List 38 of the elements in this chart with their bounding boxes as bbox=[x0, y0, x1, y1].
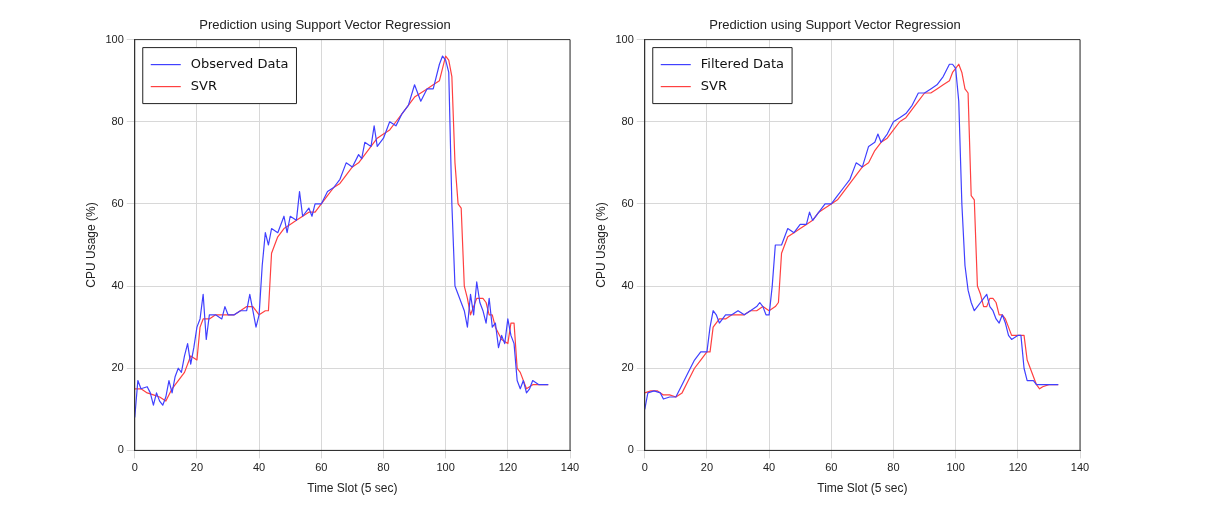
y-tick-label: 40 bbox=[621, 279, 634, 292]
chart-title: Prediction using Support Vector Regression bbox=[199, 17, 451, 33]
x-tick-label: 20 bbox=[190, 461, 204, 474]
y-tick-label: 80 bbox=[621, 114, 634, 127]
x-tick-label: 120 bbox=[498, 461, 517, 474]
x-tick-label: 140 bbox=[560, 461, 580, 474]
x-tick-label: 40 bbox=[762, 461, 776, 474]
y-tick-label: 100 bbox=[105, 32, 124, 45]
y-tick-label: 0 bbox=[117, 443, 124, 456]
x-tick-label: 80 bbox=[377, 461, 390, 474]
x-tick-label: 0 bbox=[641, 461, 648, 474]
chart-title: Prediction using Support Vector Regression bbox=[709, 17, 961, 33]
legend-label: Observed Data bbox=[190, 55, 289, 71]
x-tick-label: 60 bbox=[315, 461, 328, 474]
x-axis-title: Time Slot (5 sec) bbox=[817, 481, 908, 496]
y-tick-label: 40 bbox=[111, 279, 124, 292]
x-tick-label: 80 bbox=[887, 461, 900, 474]
x-tick-label: 120 bbox=[1008, 461, 1027, 474]
y-axis-title: CPU Usage (%) bbox=[83, 202, 98, 288]
x-tick-label: 60 bbox=[825, 461, 838, 474]
legend-label: SVR bbox=[700, 77, 727, 93]
y-tick-label: 20 bbox=[621, 361, 634, 374]
x-tick-label: 0 bbox=[131, 461, 138, 474]
y-tick-label: 60 bbox=[111, 196, 124, 209]
x-tick-label: 40 bbox=[252, 461, 266, 474]
x-tick-label: 100 bbox=[436, 461, 455, 474]
y-tick-label: 0 bbox=[627, 443, 634, 456]
legend-label: Filtered Data bbox=[700, 55, 785, 71]
y-tick-label: 80 bbox=[111, 114, 124, 127]
y-axis-title: CPU Usage (%) bbox=[593, 202, 608, 288]
y-tick-label: 60 bbox=[621, 196, 634, 209]
x-tick-label: 140 bbox=[1070, 461, 1090, 474]
legend-label: SVR bbox=[190, 77, 217, 93]
x-tick-label: 100 bbox=[946, 461, 965, 474]
x-tick-label: 20 bbox=[700, 461, 714, 474]
x-axis-title: Time Slot (5 sec) bbox=[307, 481, 398, 496]
y-tick-label: 100 bbox=[615, 32, 634, 45]
y-tick-label: 20 bbox=[111, 361, 124, 374]
